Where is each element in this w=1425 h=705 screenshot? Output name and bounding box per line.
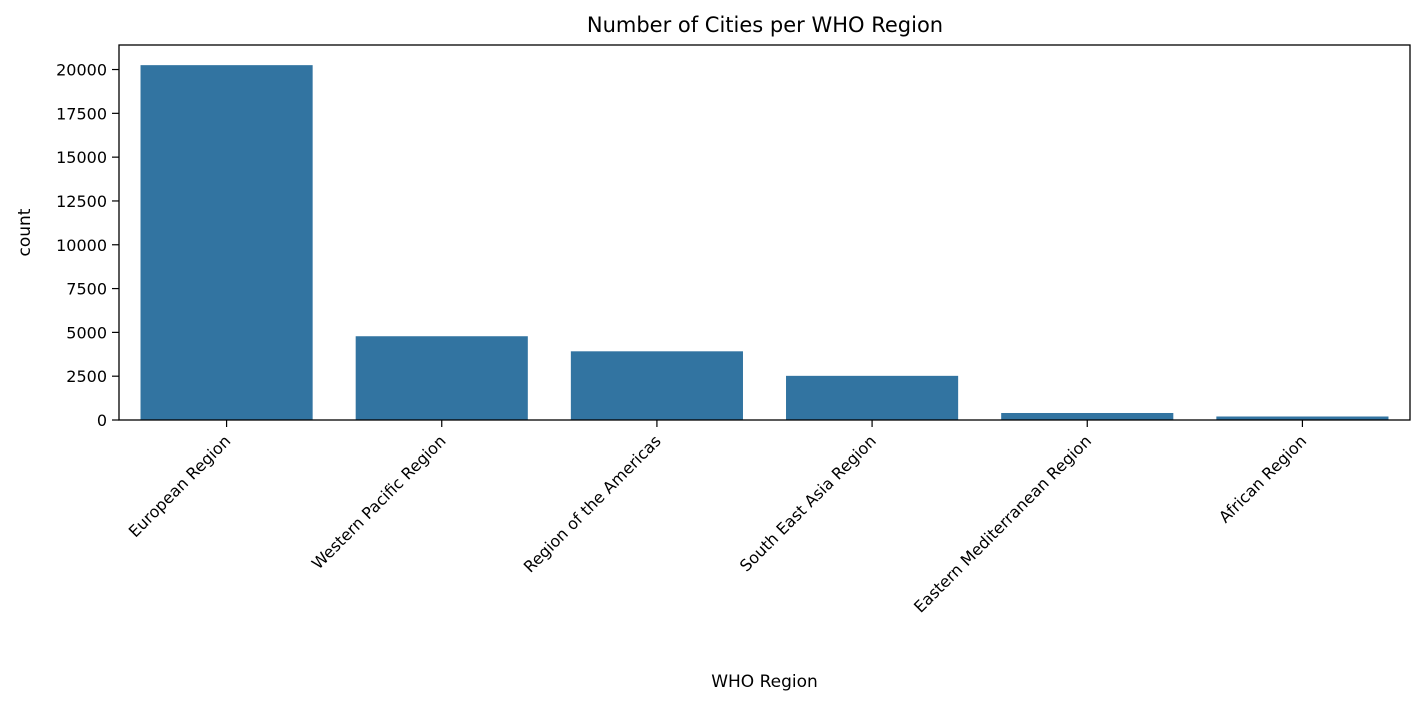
y-tick-label: 2500 [66, 367, 107, 386]
x-axis-label: WHO Region [711, 672, 818, 692]
y-tick-label: 20000 [56, 61, 107, 80]
bar-3 [786, 375, 959, 420]
y-tick-label: 7500 [66, 280, 107, 299]
y-tick-label: 12500 [56, 192, 107, 211]
bar-2 [570, 351, 743, 420]
y-tick-label: 5000 [66, 323, 107, 342]
x-axis-ticks: European Region Western Pacific Region Reg… [125, 420, 1310, 616]
y-tick-label: 0 [97, 411, 107, 430]
y-tick-label: 10000 [56, 236, 107, 255]
bars-group [140, 65, 1389, 421]
bar-5 [1216, 416, 1389, 420]
y-axis-label: count [15, 208, 35, 256]
plot-frame [118, 44, 1411, 421]
x-tick-label: Western Pacific Region [308, 431, 450, 573]
y-axis-ticks: 0 2500 5000 7500 10000 12500 15000 17500 20000 [56, 61, 119, 430]
x-tick-label: European Region [125, 431, 235, 541]
chart-title: Number of Cities per WHO Region [587, 13, 943, 37]
bar-0 [140, 65, 313, 421]
x-tick-label: Region of the Americas [520, 431, 665, 576]
bar-4 [1001, 412, 1174, 420]
x-tick-label: African Region [1215, 431, 1310, 526]
y-tick-label: 15000 [56, 148, 107, 167]
y-tick-label: 17500 [56, 104, 107, 123]
x-tick-label: South East Asia Region [736, 431, 880, 575]
x-tick-label: Eastern Mediterranean Region [910, 431, 1095, 616]
bar-1 [355, 336, 528, 420]
